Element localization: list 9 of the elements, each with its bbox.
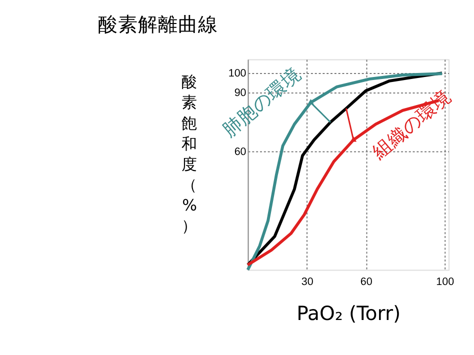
- x-tick-label: 60: [360, 276, 372, 288]
- y-axis-title: 酸素飽和度（%）: [182, 72, 198, 236]
- y-tick-label: 60: [234, 146, 246, 158]
- x-axis-title: PaO₂ (Torr): [296, 302, 401, 326]
- y-tick-label: 90: [234, 87, 246, 100]
- chart-title: 酸素解離曲線: [98, 12, 218, 36]
- y-tick-label: 100: [228, 67, 246, 80]
- x-tick-label: 30: [301, 276, 314, 288]
- x-tick-label: 100: [436, 276, 454, 288]
